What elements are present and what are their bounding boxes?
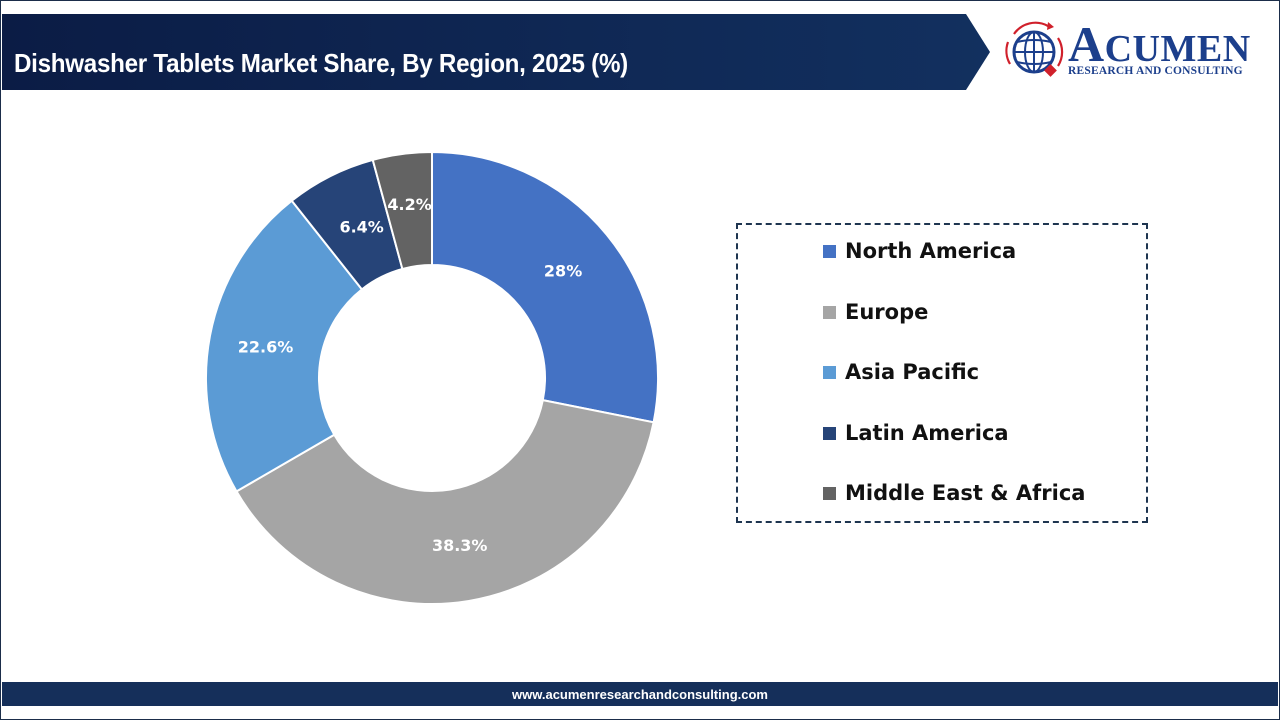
- donut-slice-middle-east-africa: [371, 150, 433, 271]
- legend-item-europe: Europe: [823, 300, 928, 324]
- legend-swatch: [823, 244, 836, 258]
- legend-swatch: [823, 305, 836, 319]
- footer-url: www.acumenresearchandconsulting.com: [512, 686, 768, 702]
- donut-slices: [205, 150, 659, 605]
- logo-wordmark: ACUMEN: [1068, 16, 1251, 72]
- legend-swatch: [823, 365, 836, 379]
- data-label: 22.6%: [238, 337, 294, 356]
- donut-slice-asia-pacific: [205, 199, 364, 493]
- data-label: 4.2%: [387, 195, 431, 214]
- legend-item-north-america: North America: [823, 239, 1016, 263]
- title-banner: Dishwasher Tablets Market Share, By Regi…: [2, 14, 992, 90]
- data-label: 28%: [544, 262, 582, 281]
- data-label: 38.3%: [432, 536, 488, 555]
- banner-arrow-shape: [2, 14, 990, 90]
- donut-slice-north-america: [431, 150, 659, 424]
- logo-subtitle: RESEARCH AND CONSULTING: [1068, 65, 1243, 77]
- chart-title: Dishwasher Tablets Market Share, By Regi…: [14, 48, 628, 78]
- donut-slice-europe: [235, 398, 655, 605]
- acumen-logo: ACUMEN RESEARCH AND CONSULTING: [1004, 16, 1264, 86]
- legend-item-latin-america: Latin America: [823, 421, 1009, 445]
- donut-labels: 28% 38.3% 22.6% 6.4%4.2%: [238, 195, 583, 555]
- legend-item-asia-pacific: Asia Pacific: [823, 360, 979, 384]
- globe-icon: [1005, 21, 1064, 77]
- legend-item-middle-east-africa: Middle East & Africa: [823, 481, 1085, 505]
- data-label: 6.4%: [339, 218, 383, 237]
- legend-swatch: [823, 486, 836, 500]
- legend-swatch: [823, 426, 836, 440]
- legend: North America Europe Asia Pacific Latin …: [736, 223, 1148, 523]
- footer-bar: www.acumenresearchandconsulting.com: [2, 682, 1278, 706]
